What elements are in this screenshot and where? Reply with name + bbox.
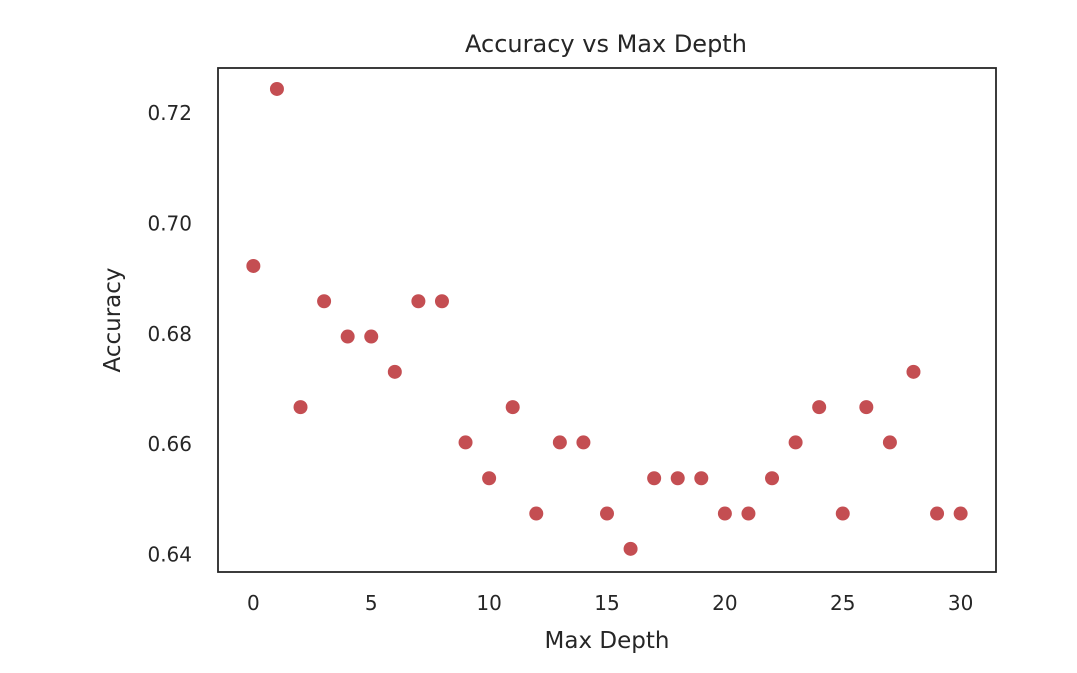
scatter-point	[717, 506, 732, 521]
scatter-point	[434, 294, 449, 309]
scatter-point	[953, 506, 968, 521]
scatter-point	[670, 471, 685, 486]
scatter-point	[552, 435, 567, 450]
y-axis-title: Accuracy	[100, 267, 126, 372]
y-tick-label: 0.70	[147, 212, 192, 236]
scatter-point	[694, 471, 709, 486]
scatter-point	[364, 329, 379, 344]
scatter-point	[930, 506, 945, 521]
scatter-point	[600, 506, 614, 521]
scatter-point	[411, 294, 426, 309]
x-tick-label: 30	[948, 591, 973, 615]
x-tick-label: 0	[247, 591, 260, 615]
scatter-point	[647, 471, 662, 486]
x-tick-label: 25	[830, 591, 855, 615]
y-tick-label: 0.64	[147, 542, 192, 566]
x-axis-ticks: 0 5 10 15 20 25 30	[247, 591, 973, 615]
scatter-point	[317, 294, 332, 309]
scatter-point	[529, 506, 544, 521]
scatter-point	[340, 329, 355, 344]
plot-frame	[217, 67, 997, 573]
scatter-point	[387, 364, 402, 379]
x-axis-title: Max Depth	[545, 628, 670, 654]
x-tick-label: 15	[594, 591, 619, 615]
scatter-point	[906, 364, 921, 379]
scatter-point	[623, 541, 638, 556]
scatter-point	[576, 435, 591, 450]
scatter-point	[269, 81, 284, 96]
scatter-point	[505, 400, 520, 415]
y-tick-label: 0.66	[147, 432, 192, 456]
y-tick-label: 0.68	[147, 322, 192, 346]
y-axis-ticks: 0.64 0.66 0.68 0.70 0.72	[147, 101, 192, 566]
scatter-point	[882, 435, 897, 450]
scatter-point	[788, 435, 803, 450]
chart-title: Accuracy vs Max Depth	[465, 30, 747, 58]
scatter-point	[482, 471, 497, 486]
scatter-point	[458, 435, 473, 450]
y-tick-label: 0.72	[147, 101, 192, 125]
scatter-point	[246, 258, 261, 273]
x-tick-label: 10	[476, 591, 501, 615]
plot-area	[246, 81, 968, 556]
x-tick-label: 5	[365, 591, 378, 615]
scatter-point	[859, 400, 874, 415]
scatter-point	[293, 400, 308, 415]
scatter-point	[741, 506, 756, 521]
scatter-point	[812, 400, 827, 415]
scatter-point	[835, 506, 850, 521]
scatter-point	[765, 471, 780, 486]
x-tick-label: 20	[712, 591, 737, 615]
